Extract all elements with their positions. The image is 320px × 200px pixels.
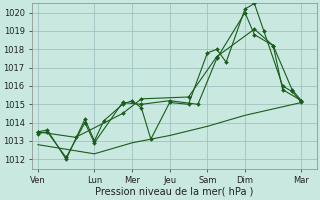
X-axis label: Pression niveau de la mer( hPa ): Pression niveau de la mer( hPa ) — [95, 187, 253, 197]
